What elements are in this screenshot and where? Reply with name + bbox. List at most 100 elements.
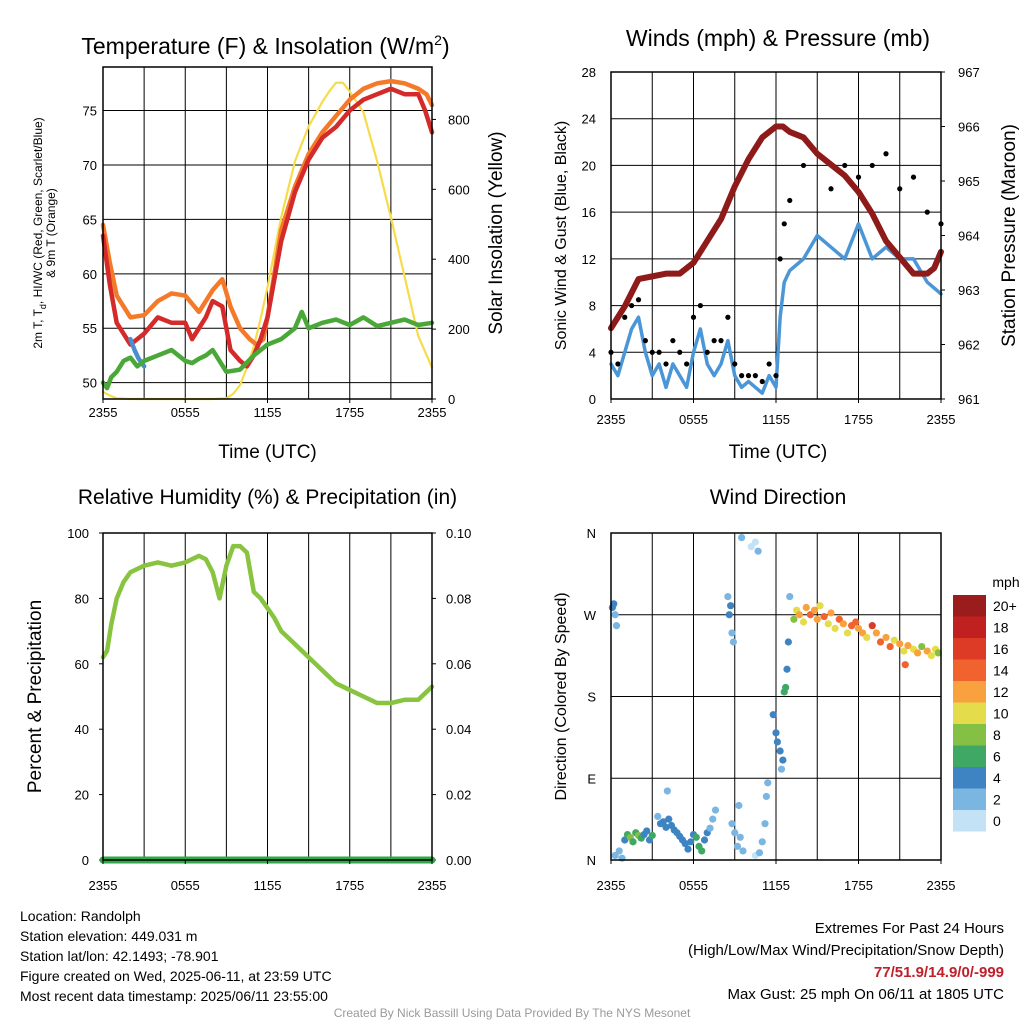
y-tick-label: 60	[83, 267, 97, 282]
x-tick-label: 1755	[335, 878, 364, 893]
legend-swatch	[953, 681, 986, 703]
y-tick-label: 55	[83, 321, 97, 336]
x-tick-label: 0555	[171, 405, 200, 420]
direction-point	[610, 600, 618, 608]
direction-point	[736, 833, 744, 841]
y2-tick-label: 967	[958, 65, 980, 80]
gust-point	[684, 361, 690, 367]
legend-swatch	[953, 724, 986, 746]
x-tick-label: 2355	[927, 878, 956, 893]
humidity-line	[100, 543, 435, 706]
direction-point	[886, 642, 894, 651]
y2-tick-label: 964	[958, 229, 980, 244]
direction-point	[914, 649, 922, 657]
gust-point	[752, 373, 758, 379]
direction-point	[863, 633, 871, 642]
direction-point	[868, 622, 876, 630]
y-tick-label: 75	[83, 104, 97, 119]
gust-point	[622, 314, 628, 320]
x-tick-label: 2355	[597, 412, 626, 427]
y-tick-label: N	[587, 526, 596, 541]
direction-point	[783, 665, 791, 673]
gust-point	[924, 209, 930, 215]
gust-point	[690, 314, 697, 320]
legend-label: 2	[993, 792, 1001, 808]
direction-point	[728, 820, 736, 828]
legend-label: 4	[993, 770, 1001, 786]
direction-point	[733, 842, 742, 850]
direction-point	[709, 815, 717, 823]
direction-point	[890, 636, 898, 644]
y2-tick-label: 0.08	[446, 591, 471, 606]
x-tick-label: 1755	[335, 405, 364, 420]
direction-point	[659, 818, 667, 826]
gust-point	[697, 302, 703, 309]
direction-point	[735, 801, 743, 810]
direction-point	[816, 602, 824, 610]
x-tick-label: 0555	[679, 412, 708, 427]
x-tick-label: 2355	[418, 405, 447, 420]
direction-point	[784, 638, 792, 646]
y-tick-label: 12	[582, 252, 596, 267]
y2-tick-label: 965	[958, 174, 980, 189]
direction-point	[731, 829, 739, 837]
y-tick-label: 100	[67, 526, 89, 541]
y-axis-label-part: 2m T, T	[31, 308, 45, 348]
y-tick-label: 20	[582, 158, 596, 173]
chart-title-superscript: 2	[434, 32, 442, 48]
chart-title: Wind Direction	[710, 486, 847, 509]
gust-point	[828, 186, 834, 192]
direction-point	[810, 606, 819, 614]
y-tick-label: N	[587, 853, 596, 868]
legend-label: 10	[993, 706, 1009, 722]
y-tick-label: 4	[589, 345, 596, 360]
direction-point	[724, 592, 732, 601]
y2-tick-label: 0.10	[446, 526, 471, 541]
x-tick-label: 2355	[89, 405, 118, 420]
direction-point	[738, 533, 746, 542]
direction-point	[896, 640, 904, 648]
chart-title: Relative Humidity (%) & Precipitation (i…	[78, 486, 457, 509]
legend-label: 20+	[993, 598, 1017, 614]
x-axis-label: Time (UTC)	[218, 442, 317, 463]
legend-label: 12	[993, 684, 1009, 700]
series-line-3	[100, 309, 435, 391]
gust-point	[656, 349, 662, 355]
gust-point	[910, 174, 917, 180]
direction-point	[813, 615, 821, 623]
direction-point	[754, 547, 762, 555]
direction-point	[711, 806, 720, 814]
gust-point	[781, 221, 787, 227]
y-tick-label: 24	[582, 112, 596, 127]
y2-tick-label: 600	[448, 182, 470, 197]
gust-point	[773, 373, 779, 379]
direction-point	[802, 603, 810, 612]
direction-point	[706, 824, 714, 832]
y-axis-label-subscript: d	[38, 304, 48, 309]
extremes-subtitle: (High/Low/Max Wind/Precipitation/Snow De…	[688, 942, 1004, 959]
y2-tick-label: 966	[958, 120, 980, 135]
legend-title: mph	[992, 574, 1019, 590]
direction-point	[692, 833, 700, 841]
legend-swatch	[953, 702, 986, 724]
legend-label: 0	[993, 813, 1001, 829]
direction-point	[769, 711, 777, 719]
gust-point	[766, 361, 772, 367]
y2-tick-label: 200	[448, 322, 470, 337]
legend-swatch	[953, 767, 986, 789]
x-tick-label: 2355	[89, 878, 118, 893]
y-tick-label: 80	[75, 591, 89, 606]
extremes-title: Extremes For Past 24 Hours	[814, 920, 1004, 937]
gust-point	[635, 297, 642, 303]
direction-point	[663, 787, 671, 795]
direction-point	[782, 683, 790, 692]
direction-point	[839, 620, 847, 628]
legend-label: 18	[993, 620, 1009, 636]
latlon-text: Station lat/lon: 42.1493; -78.901	[20, 948, 219, 964]
direction-point	[665, 815, 673, 823]
direction-point	[824, 620, 832, 628]
y-tick-label: 65	[83, 212, 97, 227]
y2-axis-label: Station Pressure (Maroon)	[999, 124, 1020, 347]
gust-point	[677, 349, 683, 355]
gust-point	[718, 338, 724, 344]
